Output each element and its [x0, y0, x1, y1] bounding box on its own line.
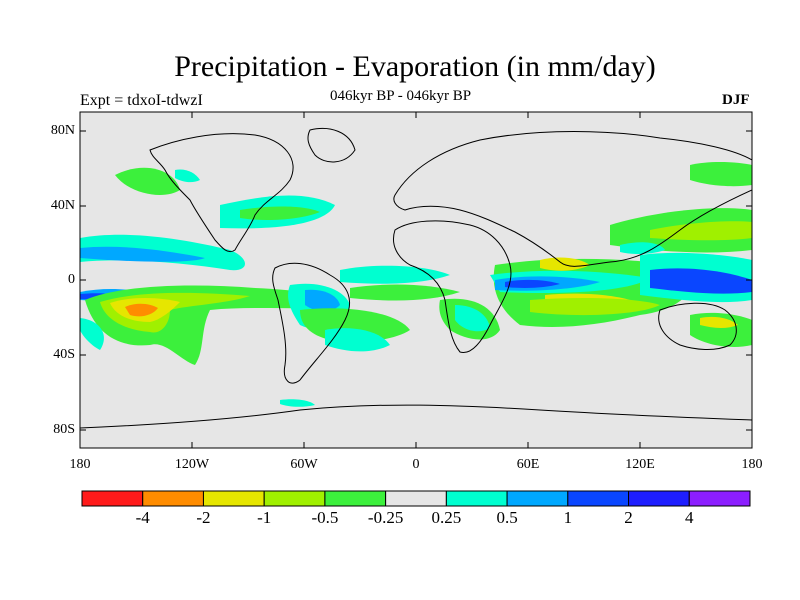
lon-tick-label: 180 [741, 457, 763, 472]
contour-australia-yellow [700, 316, 738, 329]
chart-subtitle: 046kyr BP - 046kyr BP [330, 88, 472, 104]
contour-gulf-alaska [175, 169, 200, 183]
colorbar-swatch [445, 490, 508, 507]
contour-spcz-blue-south [80, 318, 104, 350]
colorbar-label: -0.25 [367, 508, 404, 527]
contour-east-asia-blue [620, 242, 665, 255]
contour-southern-ocean [280, 399, 315, 407]
contour-south-atlantic-blue [325, 328, 390, 352]
colorbar-swatch [688, 490, 751, 507]
colorbar-label: 0.5 [496, 508, 518, 527]
coast-north-america [149, 133, 294, 253]
contour-north-indian [540, 257, 590, 271]
contour-atlantic-itcz-green [350, 284, 460, 301]
coast-eurasia [393, 131, 752, 267]
lat-tick-label: 80S [53, 422, 75, 437]
colorbar-swatch [506, 490, 569, 507]
colorbar-label: -0.5 [311, 508, 339, 527]
coastlines [80, 127, 752, 429]
coast-antarctica [80, 404, 752, 429]
lat-tick-label: 40S [53, 347, 75, 362]
lon-tick-label: 60W [290, 457, 318, 472]
colorbar-swatch [628, 490, 690, 507]
colorbar-swatch [263, 490, 326, 507]
contour-africa-blue [455, 305, 490, 332]
colorbar-label: -1 [257, 508, 272, 527]
contour-western-pacific-lightgreen [650, 221, 752, 241]
lon-tick-label: 0 [412, 457, 420, 472]
contour-northwest-pacific [690, 161, 752, 187]
colorbar-swatch [385, 490, 447, 507]
colorbar [81, 490, 751, 507]
contour-indian-darkblue [505, 279, 560, 288]
season-label: DJF [722, 92, 750, 108]
colorbar-label: -2 [196, 508, 211, 527]
lon-tick-label: 120E [625, 457, 655, 472]
lat-tick-label: 80N [50, 123, 75, 138]
colorbar-swatch [81, 490, 144, 507]
lon-tick-label: 120W [174, 457, 210, 472]
contour-maritime-core [650, 268, 752, 294]
chart-title: Precipitation - Evaporation (in mm/day) [174, 50, 656, 83]
colorbar-swatch [324, 490, 387, 507]
contour-spcz-orange [125, 303, 158, 317]
lat-tick-label: 0 [68, 272, 75, 287]
coast-africa [393, 220, 512, 354]
lat-tick-label: 40N [50, 198, 75, 213]
colorbar-label: 4 [685, 508, 694, 527]
coast-australia [658, 302, 737, 350]
colorbar-swatch [202, 490, 265, 507]
coast-greenland [307, 127, 356, 163]
coast-south-america [272, 262, 350, 384]
colorbar-swatch [142, 490, 204, 507]
contour-amazon-core [305, 289, 340, 312]
colorbar-label: 1 [563, 508, 573, 527]
contour-north-pacific [115, 167, 180, 195]
contour-pacific-itcz-core [80, 246, 205, 262]
experiment-label: Expt = tdxoI-tdwzI [80, 92, 203, 109]
lon-tick-label: 60E [516, 457, 540, 472]
contour-fields [80, 161, 752, 407]
colorbar-label: -4 [135, 508, 150, 527]
axis-ticks [79, 112, 753, 448]
colorbar-label: 2 [624, 508, 633, 527]
contour-north-atlantic-core [240, 206, 320, 220]
contour-south-indian-lightgreen [530, 297, 660, 316]
lon-tick-label: 180 [69, 457, 91, 472]
colorbar-label: 0.25 [431, 508, 462, 527]
colorbar-swatch [567, 490, 630, 507]
